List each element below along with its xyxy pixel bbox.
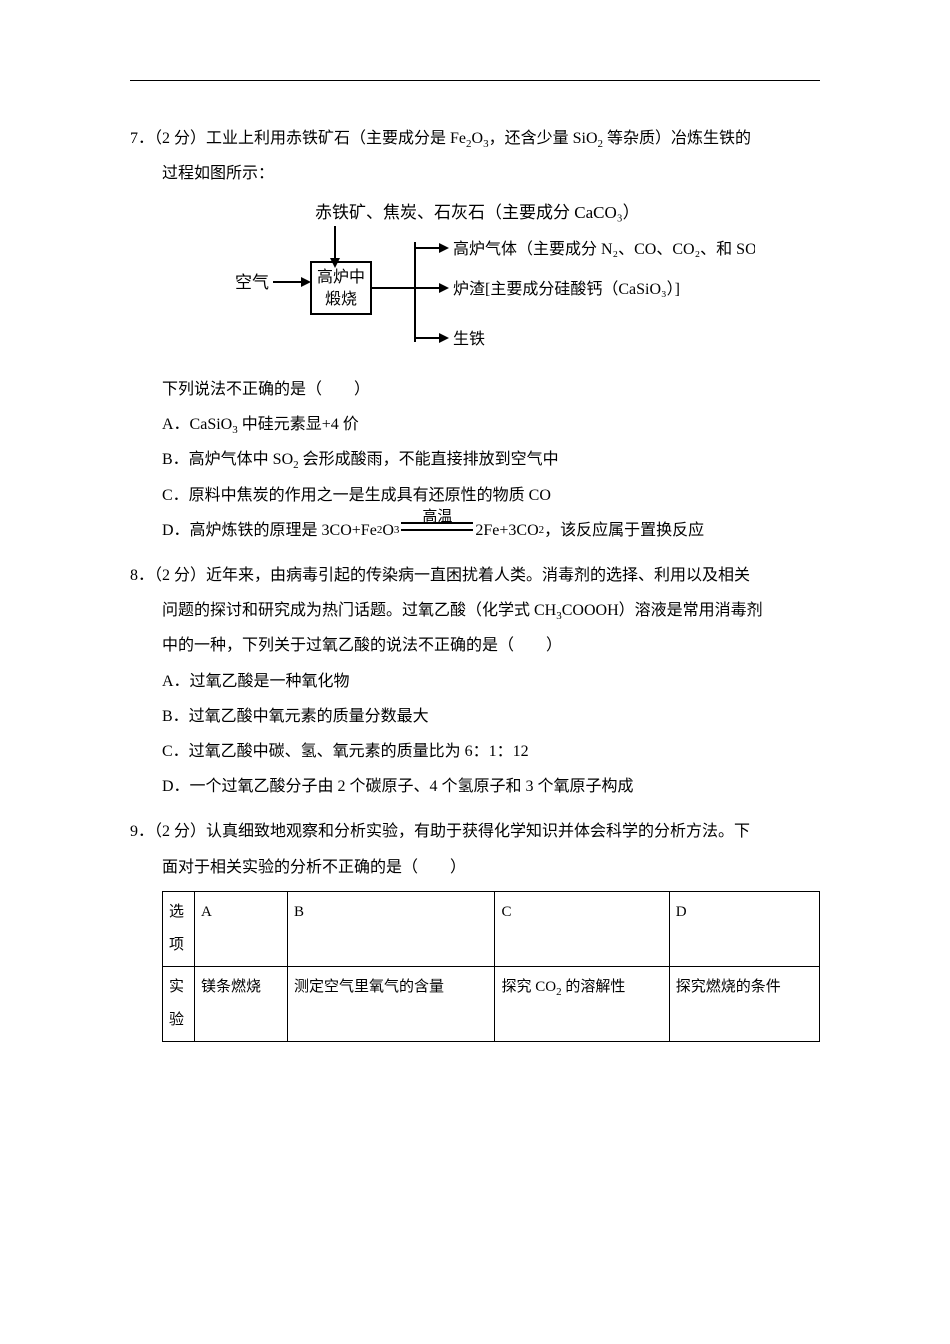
q7-stem1d: 等杂质）冶炼生铁的 [603, 130, 751, 147]
question-8: 8．（2 分）近年来，由病毒引起的传染病一直困扰着人类。消毒剂的选择、利用以及相… [130, 558, 820, 805]
q7-stem-line2: 过程如图所示： [162, 156, 820, 191]
q7-option-c: C．原料中焦炭的作用之一是生成具有还原性的物质 CO [162, 478, 820, 513]
diagram-out3: 生铁 [453, 330, 485, 348]
q7-option-b: B．高炉气体中 SO2 会形成酸雨，不能直接排放到空气中 [162, 442, 820, 477]
q8-option-d: D．一个过氧乙酸分子由 2 个碳原子、4 个氢原子和 3 个氧原子构成 [162, 769, 820, 804]
q8-option-a: A．过氧乙酸是一种氧化物 [162, 664, 820, 699]
arrow-head [439, 283, 449, 293]
q7-stem-line1: 7．（2 分）工业上利用赤铁矿石（主要成分是 Fe2O3，还含少量 SiO2 等… [130, 121, 820, 156]
q8-number: 8． [130, 567, 154, 584]
q7-points: （2 分） [154, 130, 206, 147]
q9-number: 9． [130, 823, 154, 840]
text: O [382, 513, 394, 548]
text: D．高炉炼铁的原理是 3CO+Fe [162, 513, 377, 548]
cell: 测定空气里氧气的含量 [287, 966, 495, 1041]
text: ，该反应属于置换反应 [544, 513, 704, 548]
cell: C [495, 891, 669, 966]
diagram-air-label: 空气 [235, 273, 269, 292]
diagram-out2: 炉渣[主要成分硅酸钙（CaSiO₃）] [453, 280, 680, 298]
q9-points: （2 分） [154, 823, 206, 840]
reaction-arrow: 高温 [399, 529, 475, 531]
cell: 探究 CO2 的溶解性 [495, 966, 669, 1041]
text: A．CaSiO [162, 416, 232, 433]
q8-stem-line2: 问题的探讨和研究成为热门话题。过氧乙酸（化学式 CH3COOOH）溶液是常用消毒… [162, 593, 820, 628]
cell: 镁条燃烧 [195, 966, 288, 1041]
q7-option-a: A．CaSiO3 中硅元素显+4 价 [162, 407, 820, 442]
q9-stem-line1: 9．（2 分）认真细致地观察和分析实验，有助于获得化学知识并体会科学的分析方法。… [130, 814, 820, 849]
cell: D [669, 891, 819, 966]
question-9: 9．（2 分）认真细致地观察和分析实验，有助于获得化学知识并体会科学的分析方法。… [130, 814, 820, 1041]
q7-after-diagram: 下列说法不正确的是（ ） [162, 372, 820, 407]
diagram-box-line2: 煅烧 [325, 290, 357, 308]
table-row: 实验 镁条燃烧 测定空气里氧气的含量 探究 CO2 的溶解性 探究燃烧的条件 [163, 966, 820, 1041]
cell-header: 实验 [163, 966, 195, 1041]
text: 中硅元素显+4 价 [238, 416, 359, 433]
text: B．高炉气体中 SO [162, 451, 293, 468]
q7-diagram: 赤铁矿、焦炭、石灰石（主要成分 CaCO₃） 空气 高炉中 煅烧 高炉气体（主要… [130, 200, 820, 360]
q7-number: 7． [130, 130, 154, 147]
table-row: 选项 A B C D [163, 891, 820, 966]
text: COOOH）溶液是常用消毒剂 [562, 602, 763, 619]
text: 2Fe+3CO [475, 513, 538, 548]
q7-stem1c: ，还含少量 SiO [489, 130, 598, 147]
arrow-head [439, 333, 449, 343]
cell-header: 选项 [163, 891, 195, 966]
q7-stem1b: O [472, 130, 484, 147]
header-divider [130, 80, 820, 81]
cell: A [195, 891, 288, 966]
text: 会形成酸雨，不能直接排放到空气中 [299, 451, 559, 468]
flowchart-svg: 赤铁矿、焦炭、石灰石（主要成分 CaCO₃） 空气 高炉中 煅烧 高炉气体（主要… [195, 200, 755, 360]
q8-stem1: 近年来，由病毒引起的传染病一直困扰着人类。消毒剂的选择、利用以及相关 [206, 567, 750, 584]
q9-stem1: 认真细致地观察和分析实验，有助于获得化学知识并体会科学的分析方法。下 [206, 823, 750, 840]
q7-option-d: D．高炉炼铁的原理是 3CO+Fe2O3 高温 2Fe+3CO2，该反应属于置换… [162, 513, 820, 548]
q8-points: （2 分） [154, 567, 206, 584]
diagram-box-line1: 高炉中 [317, 268, 365, 286]
q8-stem-line3: 中的一种，下列关于过氧乙酸的说法不正确的是（ ） [162, 628, 820, 663]
q8-option-b: B．过氧乙酸中氧元素的质量分数最大 [162, 699, 820, 734]
arrow-head [439, 243, 449, 253]
text: 问题的探讨和研究成为热门话题。过氧乙酸（化学式 CH [162, 602, 556, 619]
question-7: 7．（2 分）工业上利用赤铁矿石（主要成分是 Fe2O3，还含少量 SiO2 等… [130, 121, 820, 548]
diagram-top-text: 赤铁矿、焦炭、石灰石（主要成分 CaCO₃） [315, 203, 640, 222]
q7-stem1: 工业上利用赤铁矿石（主要成分是 Fe [206, 130, 466, 147]
q8-option-c: C．过氧乙酸中碳、氢、氧元素的质量比为 6：1：12 [162, 734, 820, 769]
cell: B [287, 891, 495, 966]
q9-stem-line2: 面对于相关实验的分析不正确的是（ ） [162, 850, 820, 885]
arrow-head [301, 277, 311, 287]
cell: 探究燃烧的条件 [669, 966, 819, 1041]
diagram-out1: 高炉气体（主要成分 N₂、CO、CO₂、和 SO₂） [453, 240, 755, 258]
q8-stem-line1: 8．（2 分）近年来，由病毒引起的传染病一直困扰着人类。消毒剂的选择、利用以及相… [130, 558, 820, 593]
q9-table: 选项 A B C D 实验 镁条燃烧 测定空气里氧气的含量 探究 CO2 的溶解… [162, 891, 820, 1042]
